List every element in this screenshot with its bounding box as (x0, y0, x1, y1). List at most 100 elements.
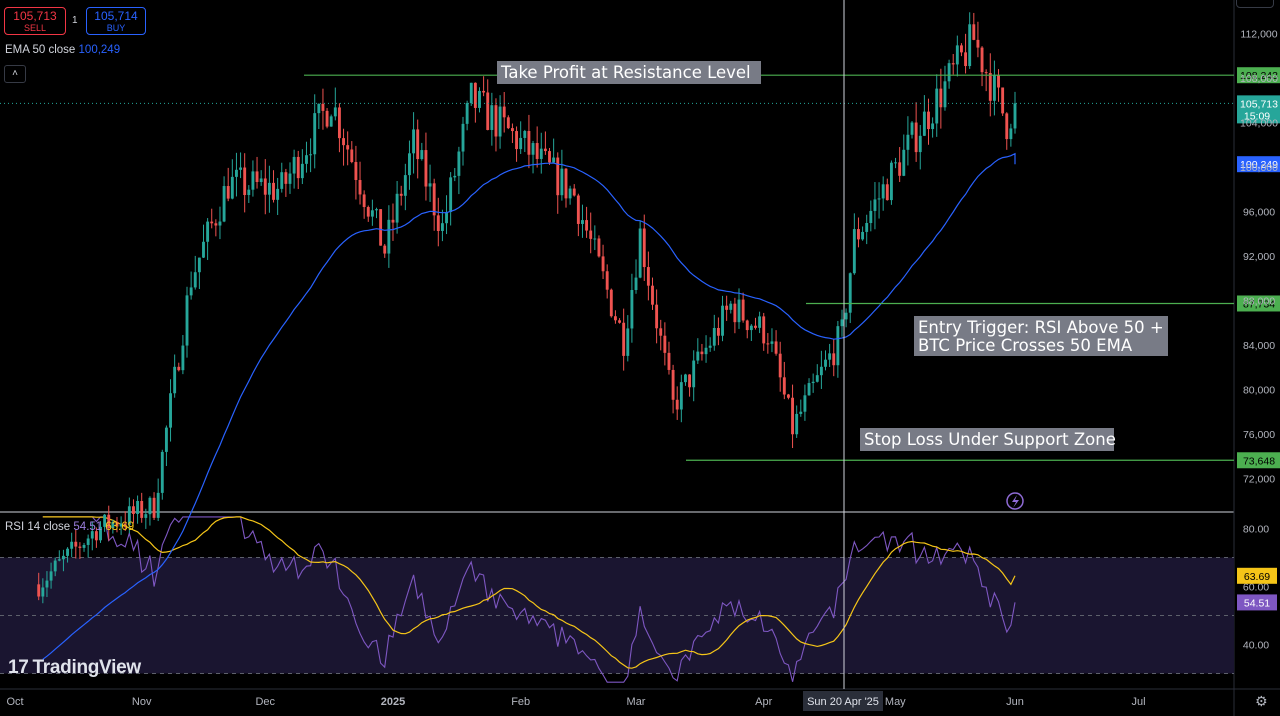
candle (395, 180, 399, 234)
candle-body (527, 131, 531, 155)
candle-body (708, 345, 712, 348)
candle-body (74, 541, 78, 547)
ema-legend-value: 100,249 (78, 44, 121, 56)
candle-body (605, 271, 609, 290)
candle (972, 12, 976, 41)
rsi-tick-label: 40.00 (1243, 640, 1269, 652)
candle-body (679, 382, 683, 410)
candle-body (939, 88, 943, 108)
candle-body (560, 168, 564, 196)
tradingview-logo[interactable]: 17 TradingView (8, 657, 141, 679)
last-price-label: 105,713 (1240, 98, 1278, 110)
candle-body (725, 305, 729, 310)
candle (630, 273, 634, 343)
candle (453, 168, 457, 182)
candle-body (992, 74, 996, 101)
candle (337, 103, 341, 153)
candle (671, 364, 675, 414)
candle (684, 373, 687, 386)
candle-body (300, 163, 304, 179)
candle-body (918, 135, 922, 153)
candle (721, 295, 724, 342)
price-tick-label: 112,000 (1240, 28, 1277, 40)
buy-button[interactable]: 105,714 BUY (86, 7, 146, 35)
collapse-legend-button[interactable]: ˄ (4, 65, 26, 83)
candle (955, 35, 959, 77)
candle (548, 147, 551, 165)
candle-body (741, 299, 745, 321)
countdown-label: 15:09 (1244, 110, 1270, 122)
candle (824, 350, 827, 371)
candle-body (857, 229, 860, 240)
candle-body (828, 353, 832, 360)
candle (560, 149, 564, 201)
candle-body (980, 47, 984, 73)
candle-body (416, 129, 420, 160)
candle (898, 147, 902, 182)
take-profit-annotation[interactable]: Take Profit at Resistance Level (497, 61, 761, 84)
candle (280, 162, 284, 193)
candle (78, 542, 82, 559)
candle (354, 145, 358, 200)
candle-body (1005, 113, 1009, 140)
candle (144, 508, 148, 529)
candle (778, 341, 782, 392)
candle-body (305, 155, 308, 164)
lightning-icon[interactable] (1006, 492, 1024, 510)
rsi-line (42, 516, 1016, 683)
candle-body (309, 154, 313, 156)
candle-body (848, 273, 852, 313)
stop-loss-annotation[interactable]: Stop Loss Under Support Zone (860, 428, 1116, 451)
candle-body (82, 544, 86, 548)
candle (646, 251, 650, 301)
candle-body (568, 188, 572, 199)
candle-body (729, 303, 733, 310)
candle (399, 185, 403, 206)
candle-body (671, 369, 675, 400)
candle (140, 492, 144, 523)
time-tick-label: Dec (255, 696, 275, 708)
candle-body (832, 353, 836, 366)
candle-body (292, 156, 296, 174)
candle-body (906, 134, 910, 150)
candle-body (57, 559, 61, 561)
candle-body (770, 341, 774, 344)
entry-annotation[interactable]: Entry Trigger: RSI Above 50 +BTC Price C… (914, 316, 1168, 356)
candle (873, 182, 877, 230)
gear-icon[interactable]: ⚙ (1255, 693, 1268, 709)
candle (737, 288, 741, 329)
candle-body (651, 285, 654, 305)
rsi-legend[interactable]: RSI 14 close 54.51 63.69 (5, 521, 134, 533)
candle (37, 572, 41, 601)
candle (391, 203, 395, 241)
candle-body (951, 63, 955, 65)
candle (342, 128, 345, 166)
candle (473, 82, 477, 123)
candle-body (148, 497, 152, 515)
candle-body (749, 325, 753, 331)
candle-body (824, 359, 827, 367)
window-control[interactable] (1236, 0, 1274, 8)
candle-body (173, 366, 177, 394)
candle-body (642, 228, 646, 268)
price-tick-label: 76,000 (1243, 429, 1275, 441)
candle-body (37, 584, 41, 597)
level-label: 108,243 (1240, 70, 1278, 82)
candle-body (914, 122, 918, 153)
price-tick-label: 108,000 (1240, 73, 1278, 85)
candle (1013, 91, 1017, 134)
candle-body (197, 257, 201, 273)
candle (510, 123, 514, 144)
candle-body (337, 107, 341, 139)
candle-body (927, 111, 930, 130)
candle-body (247, 189, 251, 196)
lightning-icon-bolt (1012, 495, 1019, 508)
candle-body (655, 304, 659, 329)
ema-legend[interactable]: EMA 50 close 100,249 (5, 44, 120, 56)
candle-body (581, 220, 584, 224)
candle-body (164, 427, 168, 452)
candle (712, 314, 716, 351)
sell-button[interactable]: 105,713 SELL (4, 7, 66, 35)
candle-body (358, 180, 362, 195)
